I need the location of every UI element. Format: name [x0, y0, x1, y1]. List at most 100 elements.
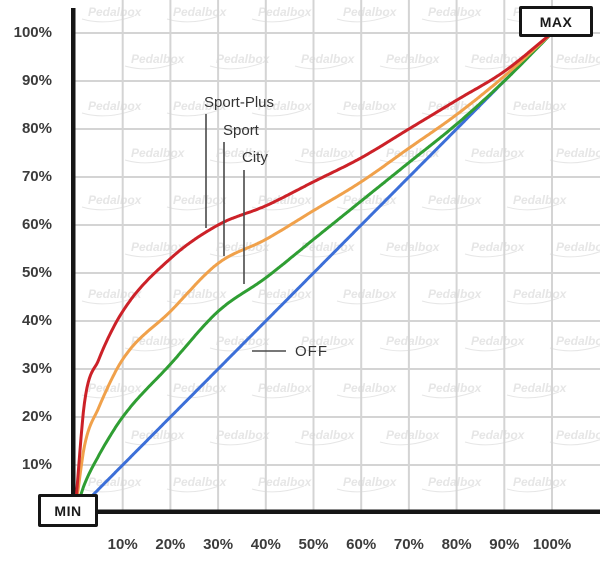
watermark-swoosh	[81, 203, 135, 211]
curve-label-sport: Sport	[223, 122, 259, 139]
watermark-text: Pedalbox	[471, 52, 526, 66]
watermark-text: Pedalbox	[258, 475, 313, 489]
x-tick-label: 80%	[441, 536, 472, 553]
y-tick-label: 50%	[21, 264, 52, 281]
watermark-swoosh	[209, 438, 263, 446]
y-tick-label: 60%	[21, 216, 52, 233]
y-tick-label: 100%	[13, 24, 52, 41]
watermark-text: Pedalbox	[428, 381, 483, 395]
curve-label-city: City	[242, 149, 268, 166]
watermark-text: Pedalbox	[556, 334, 600, 348]
watermark-text: Pedalbox	[173, 475, 228, 489]
watermark-text: Pedalbox	[258, 287, 313, 301]
watermark-text: Pedalbox	[386, 334, 441, 348]
watermark-swoosh	[464, 438, 518, 446]
watermark-swoosh	[506, 109, 560, 117]
x-tick-label: 50%	[298, 536, 329, 553]
watermark-text: Pedalbox	[343, 475, 398, 489]
x-tick-label: 100%	[532, 536, 572, 553]
watermark-text: Pedalbox	[216, 52, 271, 66]
watermark-swoosh	[124, 62, 178, 70]
curve-off	[73, 31, 554, 515]
y-tick-label: 20%	[21, 408, 52, 425]
watermark-text: Pedalbox	[556, 146, 600, 160]
watermark-text: Pedalbox	[301, 146, 356, 160]
watermark-swoosh	[81, 485, 135, 493]
watermark-swoosh	[209, 62, 263, 70]
watermark-text: Pedalbox	[258, 5, 313, 19]
x-tick-label: 10%	[107, 536, 138, 553]
watermark-swoosh	[294, 250, 348, 258]
watermark-text: Pedalbox	[471, 334, 526, 348]
gridlines	[75, 0, 600, 513]
watermark-swoosh	[251, 391, 305, 399]
watermark-text: Pedalbox	[556, 52, 600, 66]
watermark-text: Pedalbox	[216, 334, 271, 348]
watermark-text: Pedalbox	[258, 99, 313, 113]
watermark-text: Pedalbox	[343, 99, 398, 113]
min-endpoint-box: MIN	[38, 494, 98, 527]
watermark-swoosh	[251, 109, 305, 117]
curve-city	[73, 31, 554, 515]
watermark-text: Pedalbox	[513, 381, 568, 395]
max-endpoint-box: MAX	[519, 6, 593, 37]
watermark-text: Pedalbox	[88, 5, 143, 19]
x-tick-label: 60%	[346, 536, 377, 553]
watermark-text: Pedalbox	[343, 381, 398, 395]
watermark-text: Pedalbox	[216, 428, 271, 442]
watermark-swoosh	[294, 156, 348, 164]
watermark-swoosh	[421, 485, 475, 493]
watermark-swoosh	[549, 157, 600, 164]
watermark-swoosh	[379, 438, 433, 446]
watermark-swoosh	[294, 62, 348, 70]
watermark-swoosh	[506, 391, 560, 399]
watermark-text: Pedalbox	[131, 146, 186, 160]
watermark-text: Pedalbox	[216, 146, 271, 160]
watermark-swoosh	[294, 344, 348, 352]
watermark-swoosh	[379, 250, 433, 258]
watermark-text: Pedalbox	[556, 428, 600, 442]
watermark-swoosh	[506, 297, 560, 305]
watermark-text: Pedalbox	[386, 428, 441, 442]
watermark-layer: Pedalbox Pedalbox Pedalbox Pedalbox Pedalbox…	[81, 5, 600, 493]
watermark-text: Pedalbox	[131, 334, 186, 348]
watermark-text: Pedalbox	[471, 146, 526, 160]
watermark-swoosh	[251, 297, 305, 305]
x-tick-label: 20%	[155, 536, 186, 553]
y-tick-label: 10%	[21, 456, 52, 473]
watermark-swoosh	[506, 485, 560, 493]
watermark-text: Pedalbox	[301, 52, 356, 66]
watermark-swoosh	[421, 391, 475, 399]
watermark-text: Pedalbox	[88, 287, 143, 301]
watermark-swoosh	[251, 15, 305, 23]
watermark-swoosh	[421, 203, 475, 211]
x-tick-label: 90%	[489, 536, 520, 553]
watermark-text: Pedalbox	[173, 193, 228, 207]
watermark-text: Pedalbox	[471, 240, 526, 254]
watermark-swoosh	[421, 15, 475, 23]
y-tick-label: 90%	[21, 72, 52, 89]
watermark-text: Pedalbox	[513, 99, 568, 113]
watermark-swoosh	[379, 62, 433, 70]
watermark-text: Pedalbox	[513, 193, 568, 207]
watermark-swoosh	[464, 156, 518, 164]
curve-sport	[73, 31, 554, 515]
watermark-swoosh	[506, 203, 560, 211]
watermark-text: Pedalbox	[471, 428, 526, 442]
x-axis-line	[71, 509, 600, 514]
y-tick-label: 40%	[21, 312, 52, 329]
watermark-swoosh	[124, 438, 178, 446]
watermark-swoosh	[124, 156, 178, 164]
watermark-swoosh	[81, 109, 135, 117]
watermark-swoosh	[294, 438, 348, 446]
watermark-swoosh	[464, 250, 518, 258]
watermark-swoosh	[81, 15, 135, 23]
watermark-swoosh	[549, 345, 600, 352]
watermark-text: Pedalbox	[556, 240, 600, 254]
watermark-text: Pedalbox	[173, 99, 228, 113]
y-tick-label: 70%	[21, 168, 52, 185]
watermark-swoosh	[209, 250, 263, 258]
watermark-text: Pedalbox	[428, 287, 483, 301]
